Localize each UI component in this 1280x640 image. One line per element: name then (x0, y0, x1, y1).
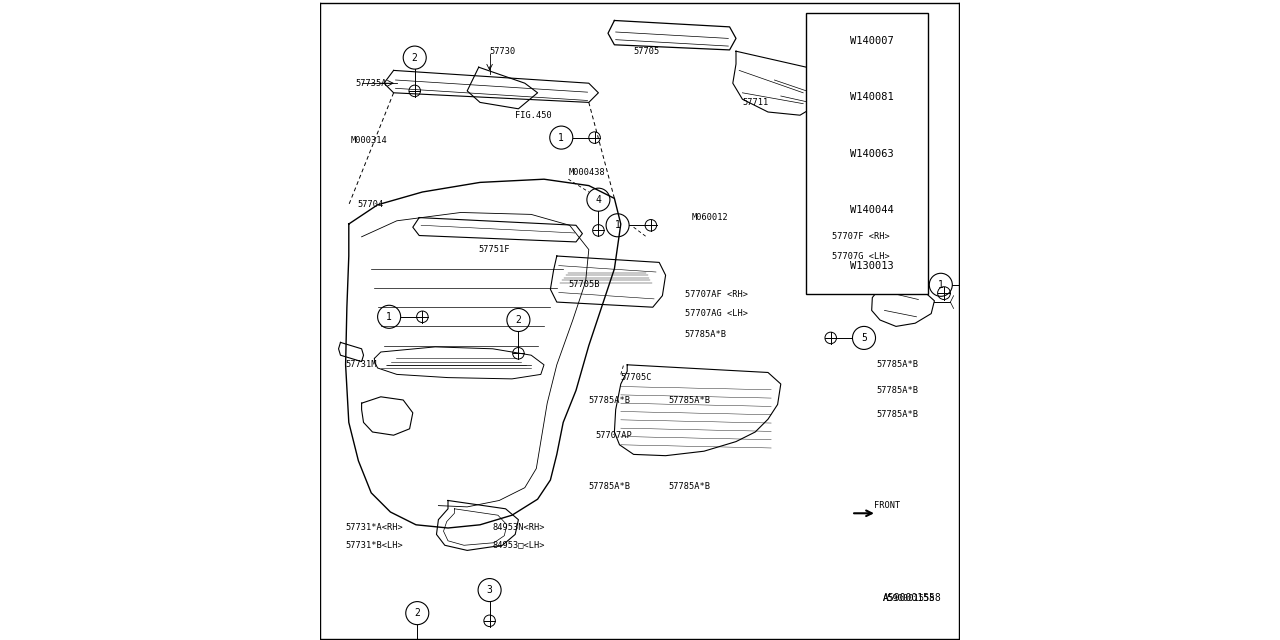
Text: FRONT: FRONT (874, 501, 900, 510)
Text: 84953N<RH>: 84953N<RH> (493, 524, 545, 532)
Text: 57707AP: 57707AP (595, 431, 632, 440)
Text: 2: 2 (516, 315, 521, 325)
Text: 57785A*B: 57785A*B (877, 386, 919, 395)
Text: 57711: 57711 (742, 98, 769, 107)
Text: 4: 4 (823, 205, 828, 215)
Text: W140063: W140063 (850, 148, 893, 159)
Text: M060012: M060012 (691, 213, 728, 222)
Text: 57731*A<RH>: 57731*A<RH> (346, 524, 403, 532)
Text: 2: 2 (823, 92, 828, 102)
Text: 1: 1 (558, 132, 564, 143)
Text: A590001558: A590001558 (883, 593, 942, 604)
Text: 57785A*B: 57785A*B (589, 396, 631, 404)
Text: 57785A*B: 57785A*B (877, 410, 919, 419)
Text: W140081: W140081 (850, 92, 893, 102)
Text: 57731M: 57731M (346, 360, 378, 369)
Text: 57704: 57704 (357, 200, 384, 209)
Text: 57785A*B: 57785A*B (877, 360, 919, 369)
Text: M000314: M000314 (351, 136, 388, 145)
FancyBboxPatch shape (806, 13, 928, 294)
Text: 4: 4 (595, 195, 602, 205)
Text: 1: 1 (938, 280, 943, 290)
Text: FIG.450: FIG.450 (516, 111, 552, 120)
Text: 1: 1 (387, 312, 392, 322)
Text: 3: 3 (486, 585, 493, 595)
Text: 57707G <LH>: 57707G <LH> (832, 252, 890, 260)
Text: A590001558: A590001558 (883, 594, 936, 603)
Text: 57730: 57730 (490, 47, 516, 56)
Text: 84953□<LH>: 84953□<LH> (493, 541, 545, 550)
Text: W140007: W140007 (850, 36, 893, 46)
Text: 57785A*B: 57785A*B (589, 482, 631, 491)
Text: 57731*B<LH>: 57731*B<LH> (346, 541, 403, 550)
Text: M000438: M000438 (568, 168, 605, 177)
Text: 57751F: 57751F (479, 245, 511, 254)
Text: 3: 3 (823, 148, 828, 159)
Text: 57707AG <LH>: 57707AG <LH> (685, 309, 748, 318)
Text: 57707F <RH>: 57707F <RH> (832, 232, 890, 241)
Text: 57705B: 57705B (568, 280, 600, 289)
Text: 1: 1 (823, 36, 828, 46)
Text: 57785A*B: 57785A*B (668, 482, 710, 491)
Text: 57705: 57705 (634, 47, 660, 56)
Text: W130013: W130013 (850, 261, 893, 271)
Text: 5: 5 (861, 333, 867, 343)
Text: W140044: W140044 (850, 205, 893, 215)
Text: 2: 2 (412, 52, 417, 63)
Text: 57735A: 57735A (356, 79, 387, 88)
Text: 1: 1 (614, 220, 621, 230)
Text: 57785A*B: 57785A*B (668, 396, 710, 404)
Text: 57705C: 57705C (621, 373, 653, 382)
Text: 5: 5 (823, 261, 828, 271)
Text: 57785A*B: 57785A*B (685, 330, 727, 339)
Text: 2: 2 (415, 608, 420, 618)
Text: 57707AF <RH>: 57707AF <RH> (685, 290, 748, 299)
